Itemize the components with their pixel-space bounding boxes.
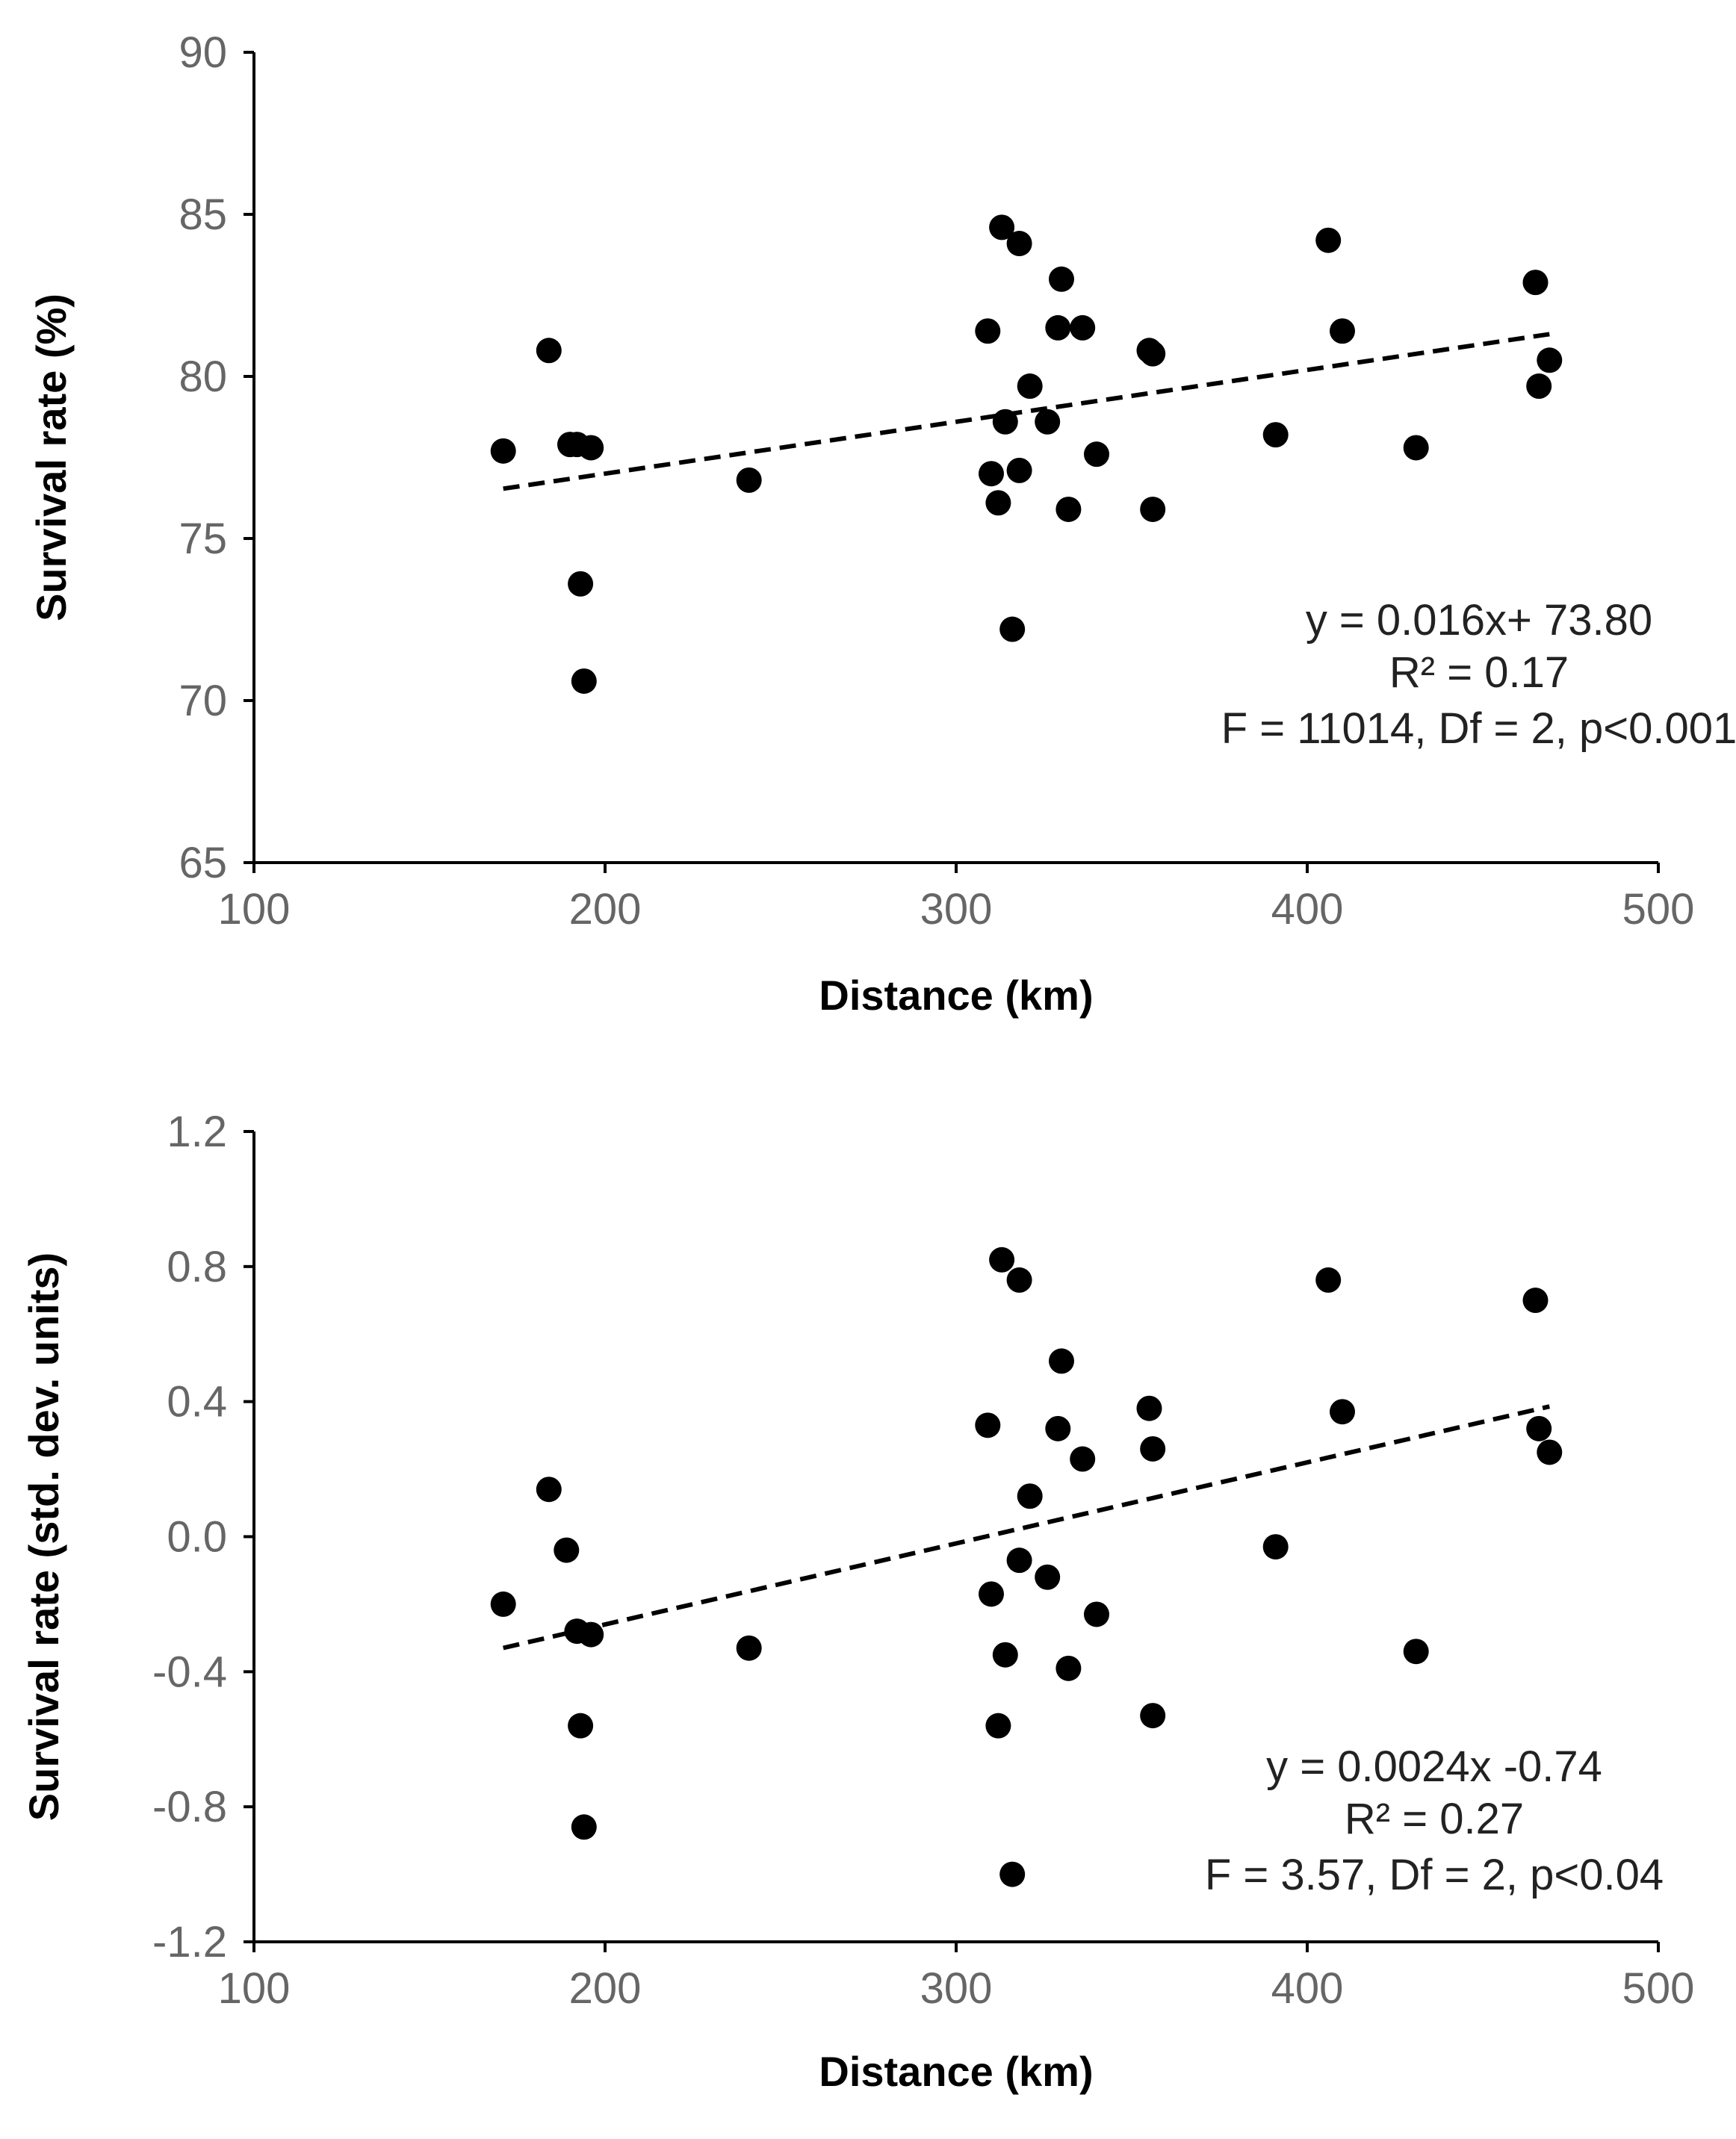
y-tick-label: 0.0 bbox=[167, 1513, 227, 1562]
data-point bbox=[1035, 1564, 1061, 1590]
data-point bbox=[1262, 422, 1289, 448]
x-tick-label: 300 bbox=[920, 885, 993, 934]
x-tick-label: 100 bbox=[218, 1964, 291, 2013]
x-tick-label: 200 bbox=[569, 885, 642, 934]
data-point bbox=[979, 1581, 1004, 1607]
data-point bbox=[536, 338, 562, 364]
data-point bbox=[1526, 1415, 1552, 1441]
x-tick-label: 300 bbox=[920, 1964, 993, 2013]
data-point bbox=[490, 1591, 516, 1617]
data-point bbox=[1315, 1267, 1342, 1293]
data-point bbox=[1006, 457, 1032, 483]
data-point bbox=[1049, 1348, 1074, 1374]
y-tick-label: -0.8 bbox=[152, 1783, 227, 1831]
data-point bbox=[1006, 1547, 1032, 1574]
data-point bbox=[1035, 409, 1061, 435]
data-point bbox=[1537, 347, 1563, 373]
y-tick-label: 0.8 bbox=[167, 1243, 227, 1291]
y-axis-title: Survival rate (%) bbox=[28, 294, 75, 621]
data-point bbox=[999, 1861, 1026, 1887]
data-point bbox=[975, 318, 1001, 344]
data-point bbox=[975, 1412, 1001, 1438]
data-point bbox=[578, 435, 604, 461]
data-point bbox=[1045, 1415, 1071, 1441]
trendline bbox=[503, 1404, 1550, 1651]
data-point bbox=[1330, 318, 1355, 344]
regression-annotation: y = 0.016x+ 73.80 bbox=[1306, 596, 1652, 645]
data-point bbox=[536, 1477, 562, 1503]
regression-annotation: F = 11014, Df = 2, p<0.001 bbox=[1221, 704, 1736, 753]
regression-annotation: y = 0.0024x -0.74 bbox=[1266, 1742, 1602, 1791]
y-tick-label: 70 bbox=[179, 677, 227, 725]
data-point bbox=[1070, 1446, 1096, 1472]
regression-annotation: R² = 0.17 bbox=[1389, 648, 1569, 697]
data-point bbox=[1045, 314, 1071, 341]
y-tick-label: 0.4 bbox=[167, 1378, 227, 1426]
x-tick-label: 200 bbox=[569, 1964, 642, 2013]
data-point bbox=[736, 1635, 762, 1661]
data-point bbox=[1055, 496, 1082, 522]
y-tick-label: 80 bbox=[179, 353, 227, 401]
data-point bbox=[1522, 270, 1549, 296]
x-tick-label: 500 bbox=[1622, 1964, 1695, 2013]
data-point bbox=[1140, 496, 1166, 522]
x-tick-label: 400 bbox=[1271, 1964, 1344, 2013]
data-point bbox=[1537, 1439, 1563, 1465]
data-point bbox=[554, 1537, 580, 1563]
y-axis-title: Survival rate (std. dev. units) bbox=[20, 1252, 67, 1821]
data-point bbox=[1136, 1395, 1162, 1421]
data-point bbox=[736, 467, 762, 493]
data-point bbox=[1262, 1534, 1289, 1560]
data-point bbox=[1140, 1435, 1166, 1462]
data-point bbox=[1315, 227, 1342, 253]
data-point bbox=[999, 616, 1026, 642]
data-point bbox=[578, 1621, 604, 1648]
data-point bbox=[1055, 1655, 1082, 1681]
x-tick-label: 100 bbox=[218, 885, 291, 934]
data-point bbox=[568, 571, 594, 597]
data-point bbox=[985, 1713, 1011, 1739]
data-point bbox=[992, 409, 1018, 435]
x-axis-title: Distance (km) bbox=[819, 972, 1093, 1019]
data-point bbox=[1049, 266, 1074, 292]
data-point bbox=[1084, 1601, 1109, 1627]
data-point bbox=[1006, 1267, 1032, 1293]
x-tick-label: 500 bbox=[1622, 885, 1695, 934]
data-point bbox=[1522, 1288, 1549, 1314]
data-point bbox=[1070, 314, 1096, 341]
x-axis-title: Distance (km) bbox=[819, 2048, 1093, 2095]
data-point bbox=[979, 461, 1004, 487]
data-point bbox=[1006, 231, 1032, 257]
x-tick-label: 400 bbox=[1271, 885, 1344, 934]
regression-annotation: F = 3.57, Df = 2, p<0.04 bbox=[1205, 1851, 1664, 1899]
data-point bbox=[571, 668, 597, 694]
data-point bbox=[1403, 1639, 1429, 1665]
data-point bbox=[989, 1247, 1015, 1273]
y-tick-label: 90 bbox=[179, 28, 227, 77]
data-point bbox=[989, 214, 1015, 240]
chart-panel-2: -1.2 -0.8 -0.4 0.0 0.4 0.8 1.2 100 200 300 400 500 D… bbox=[20, 1108, 1694, 2095]
data-point bbox=[1140, 1703, 1166, 1729]
y-tick-label: -0.4 bbox=[152, 1648, 227, 1696]
data-point bbox=[1017, 1483, 1043, 1509]
data-point bbox=[985, 490, 1011, 516]
y-tick-label: 75 bbox=[179, 515, 227, 563]
y-tick-label: 65 bbox=[179, 839, 227, 887]
data-point bbox=[1017, 373, 1043, 400]
chart-panel-1: 65 70 75 80 85 90 100 200 300 400 500 Distance (km)… bbox=[28, 28, 1736, 1019]
data-point bbox=[1084, 441, 1109, 468]
regression-annotation: R² = 0.27 bbox=[1345, 1795, 1524, 1843]
y-tick-label: 1.2 bbox=[167, 1108, 227, 1156]
data-point bbox=[1526, 373, 1552, 400]
y-tick-label: 85 bbox=[179, 190, 227, 239]
data-point bbox=[490, 438, 516, 464]
data-point bbox=[571, 1814, 597, 1840]
data-point bbox=[992, 1642, 1018, 1668]
y-tick-label: -1.2 bbox=[152, 1918, 227, 1966]
data-point bbox=[568, 1713, 594, 1739]
data-point bbox=[1403, 435, 1429, 461]
data-point bbox=[1330, 1399, 1355, 1425]
data-point bbox=[1140, 341, 1166, 367]
